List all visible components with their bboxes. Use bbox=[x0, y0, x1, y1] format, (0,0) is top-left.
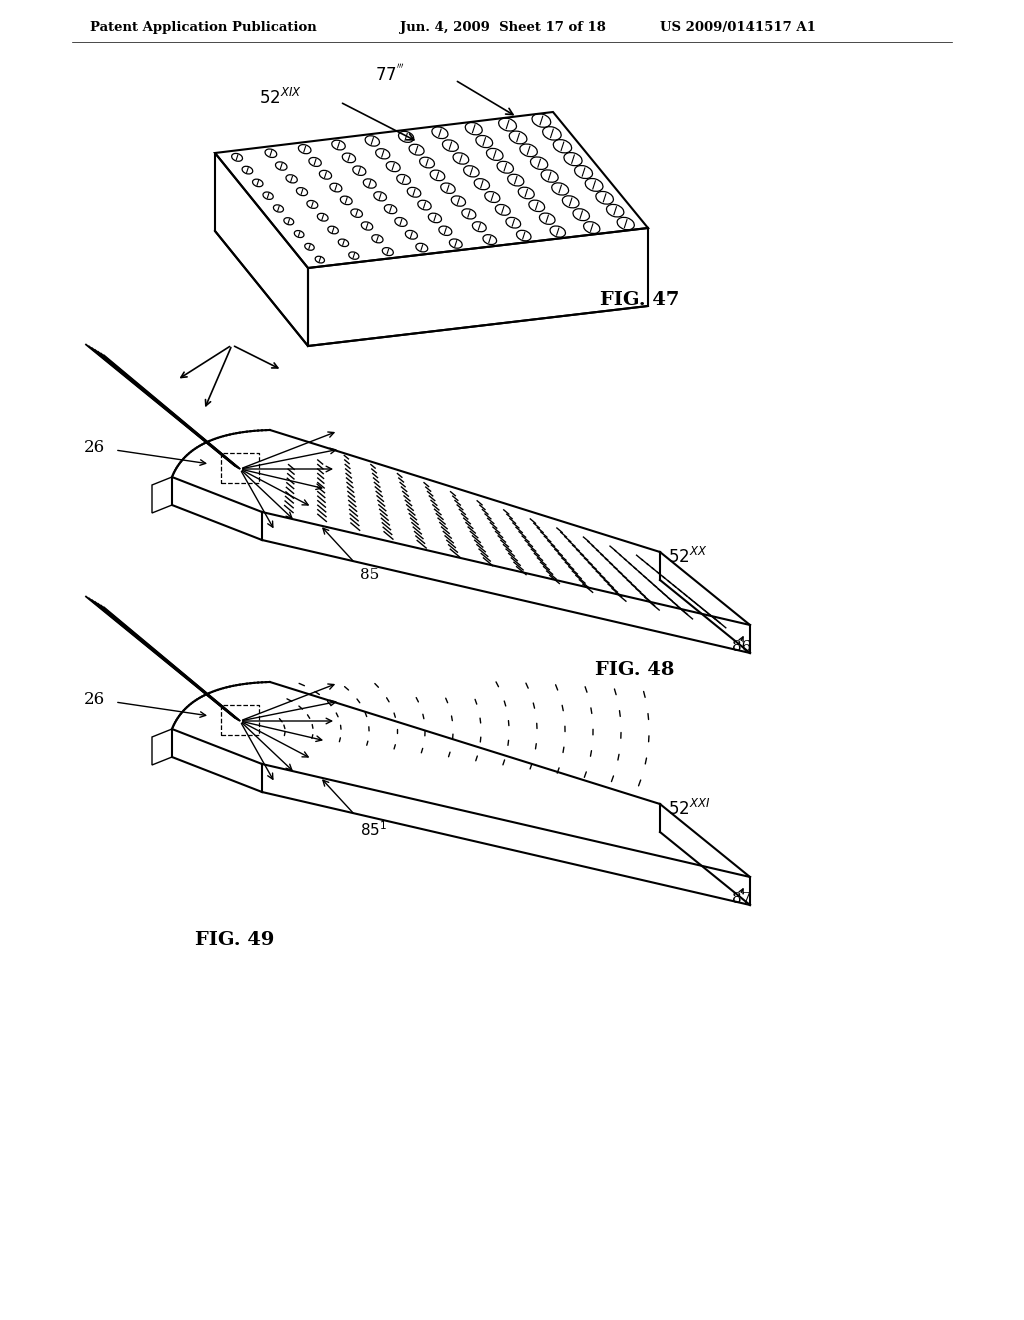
Text: 87: 87 bbox=[732, 892, 752, 906]
Text: US 2009/0141517 A1: US 2009/0141517 A1 bbox=[660, 21, 816, 33]
Text: $52^{XX}$: $52^{XX}$ bbox=[668, 546, 708, 568]
Text: 26: 26 bbox=[84, 440, 105, 457]
Text: FIG. 48: FIG. 48 bbox=[595, 661, 675, 678]
Text: Patent Application Publication: Patent Application Publication bbox=[90, 21, 316, 33]
Text: FIG. 49: FIG. 49 bbox=[195, 931, 274, 949]
Text: 85: 85 bbox=[360, 568, 379, 582]
Text: 26: 26 bbox=[84, 692, 105, 709]
Text: $52^{XXI}$: $52^{XXI}$ bbox=[668, 799, 711, 818]
Text: $52^{XIX}$: $52^{XIX}$ bbox=[258, 88, 301, 108]
Text: Jun. 4, 2009  Sheet 17 of 18: Jun. 4, 2009 Sheet 17 of 18 bbox=[400, 21, 606, 33]
Text: 86: 86 bbox=[732, 640, 752, 653]
Text: $85^{1}$: $85^{1}$ bbox=[360, 820, 387, 838]
Text: $77^{'''}$: $77^{'''}$ bbox=[375, 65, 406, 86]
Text: FIG. 47: FIG. 47 bbox=[600, 290, 679, 309]
